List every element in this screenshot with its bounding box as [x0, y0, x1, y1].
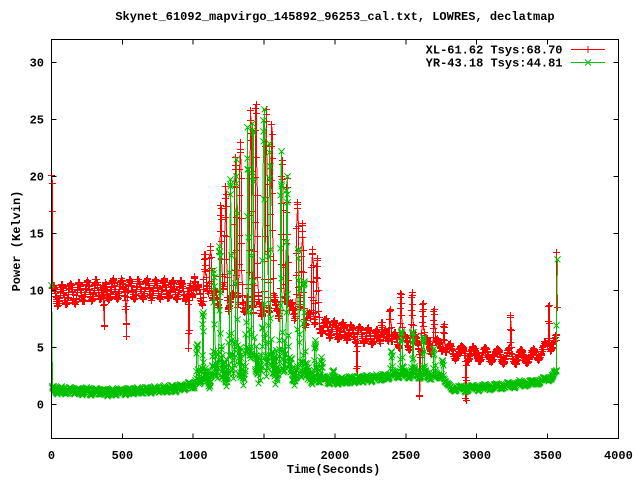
svg-text:20: 20: [30, 171, 44, 185]
svg-text:Power (Kelvin): Power (Kelvin): [10, 191, 24, 292]
svg-text:25: 25: [30, 114, 44, 128]
svg-text:Skynet_61092_mapvirgo_145892_9: Skynet_61092_mapvirgo_145892_96253_cal.t…: [115, 10, 554, 24]
svg-text:4000: 4000: [604, 449, 633, 463]
svg-text:500: 500: [112, 449, 134, 463]
svg-text:3000: 3000: [462, 449, 491, 463]
svg-text:2500: 2500: [391, 449, 420, 463]
svg-text:0: 0: [37, 399, 44, 413]
svg-text:15: 15: [30, 228, 44, 242]
svg-text:10: 10: [30, 285, 44, 299]
svg-text:0: 0: [48, 449, 55, 463]
svg-text:XL-61.62 Tsys:68.70: XL-61.62 Tsys:68.70: [426, 43, 563, 57]
svg-text:Time(Seconds): Time(Seconds): [287, 463, 381, 477]
svg-text:2000: 2000: [320, 449, 349, 463]
svg-text:5: 5: [37, 342, 44, 356]
svg-text:3500: 3500: [533, 449, 562, 463]
svg-text:1500: 1500: [250, 449, 279, 463]
svg-text:YR-43.18 Tsys:44.81: YR-43.18 Tsys:44.81: [426, 57, 563, 71]
svg-text:30: 30: [30, 57, 44, 71]
svg-text:1000: 1000: [179, 449, 208, 463]
